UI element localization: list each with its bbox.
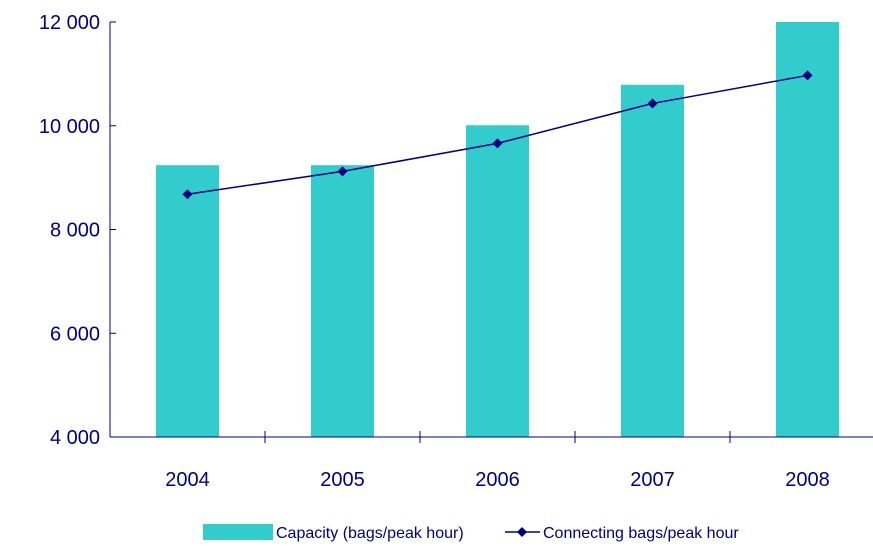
bars-group <box>156 22 839 438</box>
y-tick-label: 12 000 <box>39 12 100 34</box>
legend-connecting-label: Connecting bags/peak hour <box>543 525 739 542</box>
y-tick-label: 6 000 <box>50 323 100 345</box>
legend: Capacity (bags/peak hour) Connecting bags… <box>203 524 739 542</box>
capacity-bar-2006 <box>466 125 529 437</box>
x-tick-label: 2004 <box>165 469 210 491</box>
capacity-bar-2005 <box>311 165 374 438</box>
x-tick-label: 2007 <box>630 469 675 491</box>
connecting-bags-point-2007 <box>647 98 658 109</box>
connecting-bags-point-2006 <box>492 138 503 149</box>
connecting-bags-point-2008 <box>802 70 813 81</box>
x-tick-label: 2005 <box>320 469 365 491</box>
capacity-bar-2007 <box>621 84 684 438</box>
legend-capacity-swatch <box>203 524 273 540</box>
y-tick-label: 10 000 <box>39 116 100 138</box>
connecting-bags-point-2004 <box>182 189 193 200</box>
x-tick-label: 2006 <box>475 469 520 491</box>
legend-line-marker <box>517 527 527 537</box>
y-tick-label: 4 000 <box>50 427 100 449</box>
capacity-bar-2008 <box>776 22 839 437</box>
x-tick-label: 2008 <box>785 469 830 491</box>
connecting-bags-point-2005 <box>337 166 348 177</box>
line-series-group <box>182 70 813 200</box>
capacity-bar-2004 <box>156 165 219 438</box>
legend-capacity-label: Capacity (bags/peak hour) <box>276 525 464 542</box>
y-tick-label: 8 000 <box>50 220 100 242</box>
axes-group: 4 000 6 000 8 000 10 000 12 000 2004 2005 2006 2… <box>39 12 873 491</box>
